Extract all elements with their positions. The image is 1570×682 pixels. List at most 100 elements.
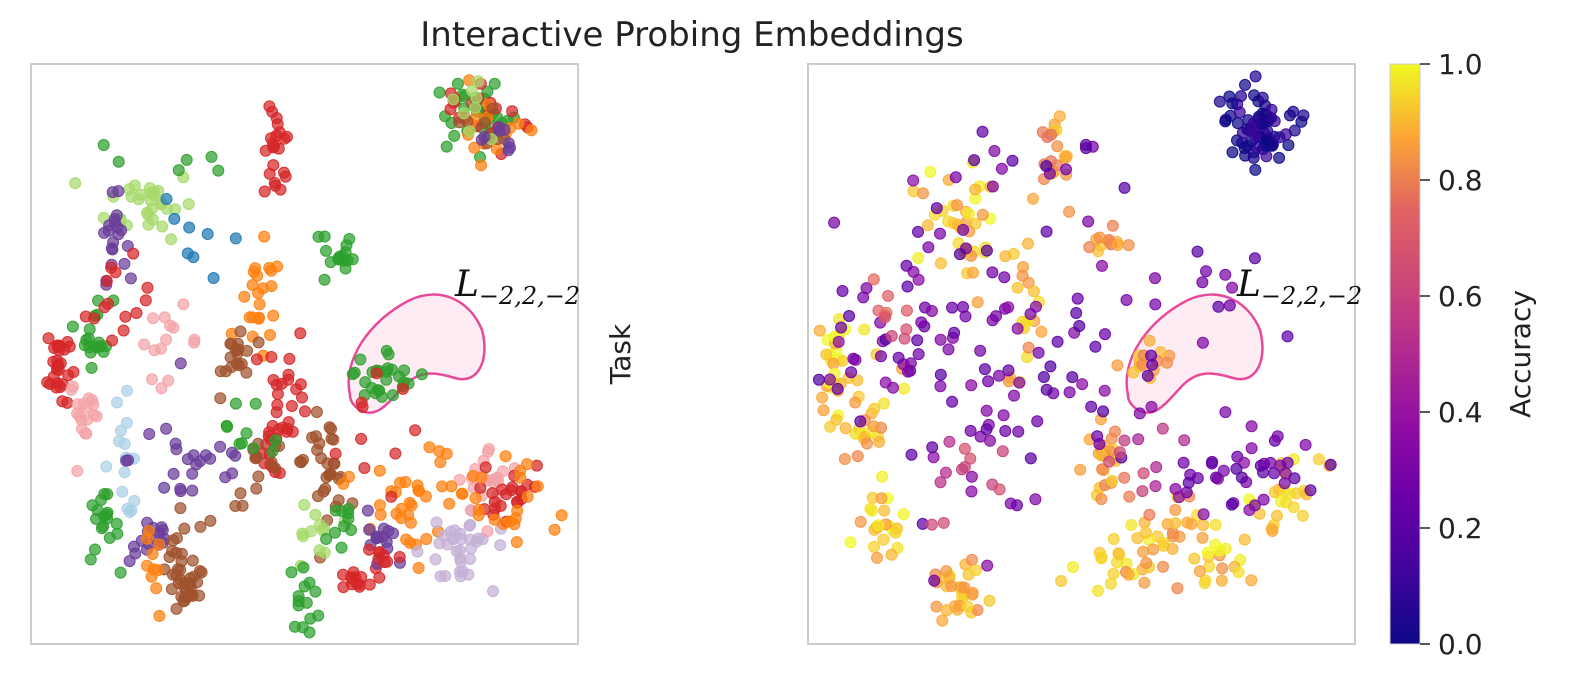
task-point bbox=[298, 580, 311, 593]
accuracy-point bbox=[1066, 371, 1079, 384]
accuracy-point bbox=[1157, 560, 1169, 573]
accuracy-point bbox=[1070, 307, 1083, 319]
accuracy-point bbox=[887, 381, 899, 394]
task-point bbox=[162, 374, 175, 387]
task-point bbox=[363, 543, 376, 556]
accuracy-point bbox=[957, 301, 969, 313]
accuracy-point bbox=[1288, 124, 1301, 137]
accuracy-point bbox=[1060, 150, 1073, 163]
task-point bbox=[65, 383, 78, 396]
accuracy-point bbox=[1113, 446, 1126, 459]
accuracy-point bbox=[1193, 565, 1206, 578]
accuracy-point bbox=[835, 321, 848, 334]
accuracy-point bbox=[1133, 407, 1146, 420]
accuracy-point bbox=[1092, 584, 1104, 597]
accuracy-point bbox=[996, 445, 1009, 458]
task-point bbox=[264, 329, 276, 341]
accuracy-point bbox=[868, 540, 880, 553]
task-point bbox=[353, 580, 366, 593]
task-point bbox=[488, 77, 501, 90]
accuracy-point bbox=[980, 423, 993, 436]
accuracy-point bbox=[965, 485, 978, 498]
task-point bbox=[312, 230, 325, 243]
accuracy-point bbox=[817, 404, 830, 417]
accuracy-point bbox=[964, 424, 977, 437]
accuracy-point bbox=[1281, 456, 1294, 469]
accuracy-point bbox=[925, 518, 938, 531]
accuracy-point bbox=[940, 565, 953, 578]
task-point bbox=[456, 565, 469, 578]
task-point bbox=[412, 562, 425, 574]
task-point bbox=[420, 533, 433, 545]
accuracy-point bbox=[1012, 425, 1025, 438]
y-axis-label-task: Task bbox=[604, 323, 637, 385]
task-point bbox=[315, 452, 328, 465]
task-point bbox=[328, 526, 341, 539]
accuracy-point bbox=[1206, 455, 1219, 468]
accuracy-point bbox=[1233, 106, 1246, 119]
accuracy-point bbox=[1225, 498, 1238, 511]
task-point bbox=[247, 265, 260, 278]
task-point bbox=[249, 397, 262, 410]
accuracy-point bbox=[1002, 364, 1015, 377]
accuracy-point bbox=[851, 450, 864, 463]
task-point bbox=[141, 281, 154, 294]
accuracy-point bbox=[999, 250, 1012, 263]
task-point bbox=[292, 590, 305, 603]
accuracy-point bbox=[951, 199, 963, 212]
task-point bbox=[103, 531, 116, 544]
accuracy-point bbox=[1271, 430, 1284, 443]
accuracy-point bbox=[1095, 493, 1108, 506]
task-point bbox=[84, 553, 97, 566]
task-point bbox=[138, 338, 151, 351]
task-point bbox=[172, 164, 185, 177]
task-point bbox=[279, 170, 292, 183]
accuracy-point bbox=[877, 533, 890, 546]
accuracy-point bbox=[1022, 341, 1035, 354]
task-point bbox=[160, 193, 173, 205]
task-point bbox=[474, 481, 487, 494]
accuracy-point bbox=[1169, 504, 1182, 516]
accuracy-point bbox=[1140, 557, 1153, 569]
accuracy-point bbox=[970, 564, 982, 577]
task-point bbox=[234, 325, 247, 338]
task-point bbox=[89, 543, 101, 556]
accuracy-point bbox=[928, 574, 941, 587]
accuracy-point bbox=[1132, 433, 1145, 446]
task-point bbox=[453, 473, 466, 486]
left-scatter-points bbox=[41, 74, 568, 639]
accuracy-point bbox=[1143, 508, 1156, 521]
task-point bbox=[155, 382, 168, 395]
task-point bbox=[252, 287, 265, 299]
task-point bbox=[486, 102, 499, 115]
task-point bbox=[430, 516, 443, 529]
accuracy-point bbox=[889, 526, 902, 539]
accuracy-point bbox=[988, 145, 1001, 157]
accuracy-point bbox=[922, 241, 935, 254]
task-point bbox=[229, 397, 242, 410]
task-point bbox=[143, 428, 156, 440]
accuracy-point bbox=[945, 580, 958, 592]
accuracy-point bbox=[1122, 239, 1135, 252]
task-point bbox=[481, 85, 494, 98]
task-point bbox=[296, 391, 308, 404]
accuracy-point bbox=[986, 266, 999, 279]
task-point bbox=[355, 432, 368, 445]
accuracy-point bbox=[907, 174, 920, 187]
task-point bbox=[128, 179, 141, 192]
accuracy-point bbox=[875, 492, 888, 505]
task-point bbox=[490, 143, 503, 155]
task-point bbox=[502, 137, 515, 150]
task-point bbox=[298, 498, 311, 511]
accuracy-point bbox=[1169, 517, 1182, 530]
accuracy-point bbox=[1120, 294, 1133, 306]
accuracy-point bbox=[857, 291, 870, 304]
accuracy-point bbox=[861, 437, 873, 450]
accuracy-point bbox=[900, 259, 913, 272]
task-point bbox=[548, 523, 561, 536]
task-point bbox=[346, 368, 359, 381]
accuracy-point bbox=[1178, 434, 1191, 447]
task-point bbox=[475, 159, 488, 172]
accuracy-point bbox=[1197, 519, 1210, 531]
task-point bbox=[214, 440, 227, 453]
